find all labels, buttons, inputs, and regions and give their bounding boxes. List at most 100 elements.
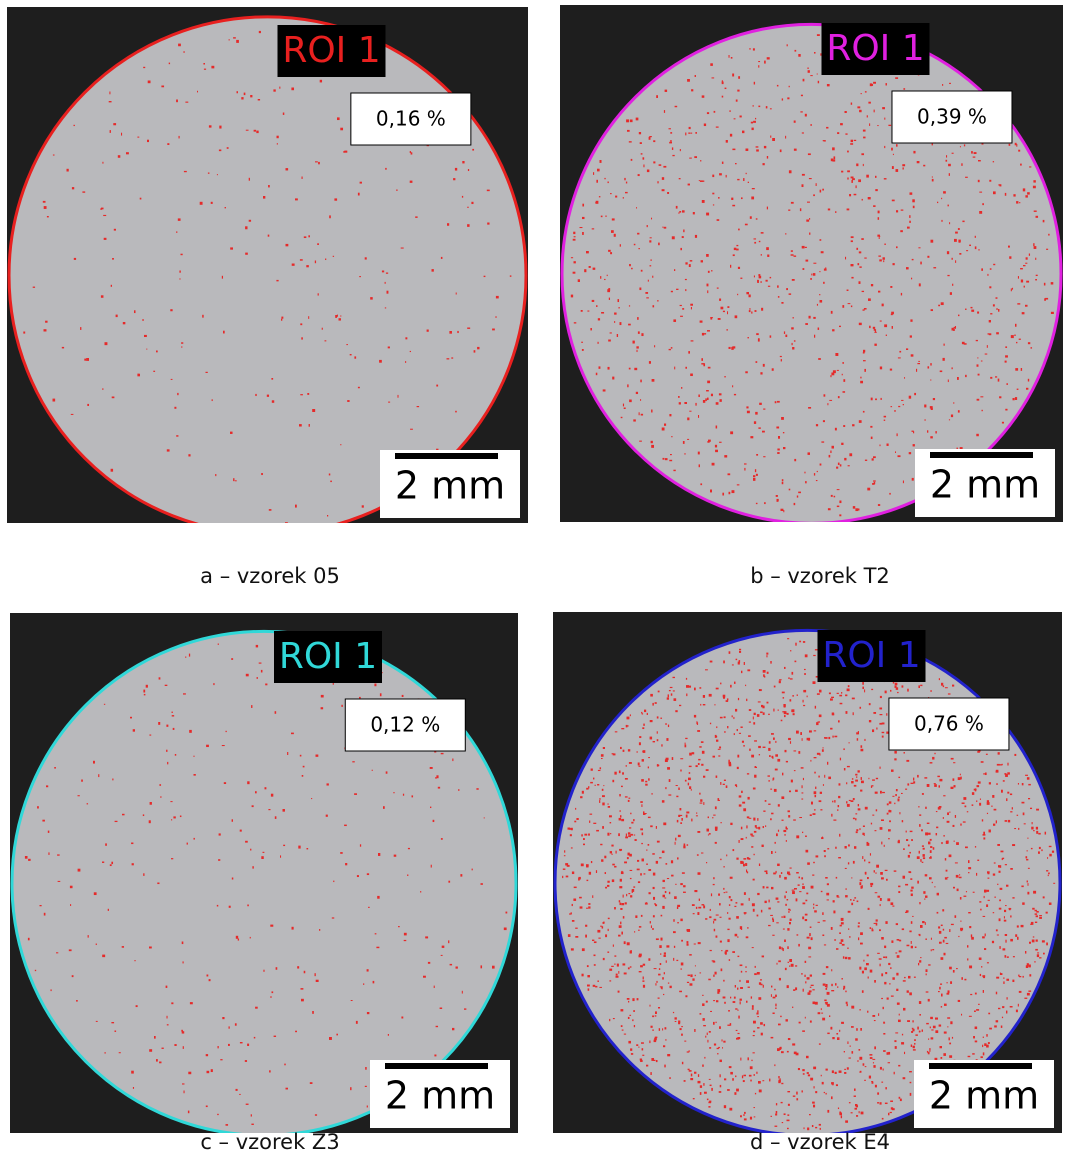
- pore: [753, 909, 755, 912]
- pore: [580, 796, 582, 798]
- pore: [72, 975, 74, 977]
- pore: [643, 813, 646, 815]
- pore: [976, 800, 977, 802]
- pore: [799, 641, 801, 643]
- pore: [773, 997, 776, 999]
- pore: [884, 324, 887, 327]
- pore: [80, 327, 81, 330]
- pore: [766, 247, 769, 250]
- caption: d – vzorek E4: [620, 1130, 1020, 1154]
- pore: [988, 900, 990, 901]
- pore: [856, 185, 857, 188]
- pore: [588, 834, 590, 836]
- pore: [775, 1126, 778, 1127]
- pore: [1005, 820, 1007, 822]
- pore: [609, 298, 610, 300]
- pore: [729, 896, 731, 898]
- pore: [802, 174, 805, 176]
- pore: [856, 776, 857, 778]
- pore: [792, 695, 794, 696]
- pore: [53, 155, 55, 156]
- pore: [636, 118, 639, 121]
- pore: [607, 952, 609, 953]
- pore: [908, 855, 910, 858]
- pore: [149, 947, 152, 949]
- pore: [370, 297, 373, 300]
- pore: [948, 205, 949, 207]
- pore: [698, 415, 699, 418]
- pore: [877, 125, 878, 126]
- pore: [613, 945, 614, 947]
- pore: [718, 755, 720, 756]
- pore: [639, 742, 641, 745]
- pore: [680, 758, 683, 759]
- pore: [824, 269, 827, 271]
- pore: [909, 992, 912, 995]
- pore: [972, 792, 974, 795]
- pore: [237, 91, 238, 93]
- pore: [102, 955, 105, 958]
- pore: [878, 896, 881, 898]
- pore: [937, 912, 939, 914]
- pore: [818, 776, 819, 778]
- pore: [770, 335, 772, 337]
- pore: [884, 416, 886, 418]
- pore: [965, 375, 967, 377]
- pore: [840, 758, 841, 761]
- pore: [837, 693, 839, 694]
- pore: [829, 1015, 830, 1017]
- pore: [598, 938, 600, 939]
- pore: [680, 316, 683, 317]
- pore: [937, 776, 940, 777]
- pore: [1006, 885, 1008, 887]
- pore: [859, 1072, 861, 1073]
- pore: [880, 367, 882, 370]
- pore: [596, 830, 599, 832]
- pore: [240, 1042, 243, 1043]
- pore: [616, 974, 618, 976]
- pore: [684, 1080, 686, 1082]
- pore: [619, 900, 620, 902]
- pore: [895, 794, 897, 796]
- pore: [662, 887, 665, 888]
- pore: [746, 406, 748, 408]
- pore: [739, 651, 741, 653]
- pore: [642, 727, 644, 729]
- pore: [740, 987, 743, 989]
- pore: [901, 400, 903, 401]
- pore: [217, 905, 218, 907]
- pore: [642, 713, 643, 714]
- pore: [898, 455, 901, 457]
- pore: [882, 107, 885, 109]
- micrograph: ROI 10,39 %2 mm: [560, 5, 1063, 522]
- pore: [352, 761, 354, 762]
- pore: [601, 758, 603, 759]
- pore: [1029, 166, 1031, 167]
- pore: [986, 904, 988, 907]
- pore: [1003, 780, 1005, 781]
- pore: [951, 924, 954, 925]
- pore: [837, 370, 839, 371]
- pore: [784, 940, 786, 943]
- pore: [784, 1113, 786, 1115]
- pore: [820, 792, 822, 794]
- pore: [1032, 940, 1035, 943]
- pore: [671, 860, 673, 863]
- pore: [681, 963, 684, 966]
- pore: [849, 936, 851, 937]
- pore: [777, 963, 778, 965]
- pore: [603, 958, 605, 960]
- pore: [291, 88, 294, 91]
- pore: [853, 798, 855, 800]
- pore: [689, 753, 692, 756]
- pore: [599, 366, 601, 368]
- pore: [664, 227, 667, 229]
- pore: [410, 351, 411, 352]
- pore: [949, 812, 950, 813]
- pore: [948, 693, 951, 694]
- pore: [673, 1012, 674, 1013]
- pore: [844, 768, 846, 770]
- pore: [270, 925, 273, 927]
- pore: [633, 886, 635, 887]
- pore: [641, 843, 643, 844]
